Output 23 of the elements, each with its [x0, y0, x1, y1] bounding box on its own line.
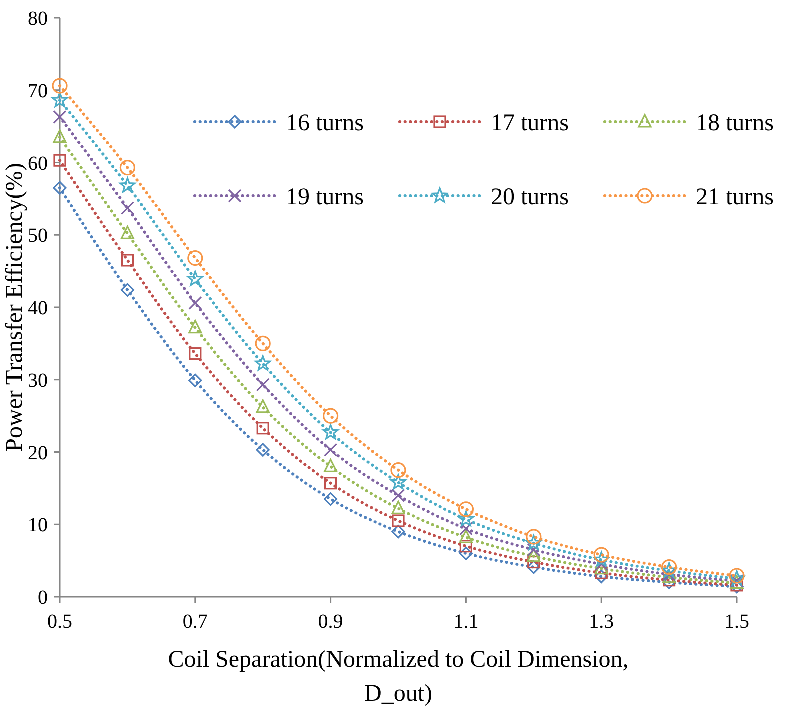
x-tick-label: 1.3: [589, 611, 614, 633]
y-tick-label: 30: [28, 370, 48, 392]
legend-label: 20 turns: [491, 184, 569, 210]
y-tick-label: 40: [28, 298, 48, 320]
x-tick-label: 0.7: [182, 611, 208, 633]
x-tick-label: 0.9: [318, 611, 344, 633]
y-tick-label: 70: [28, 80, 48, 102]
y-tick-label: 80: [28, 8, 48, 30]
x-tick-label: 1.5: [724, 611, 750, 633]
legend-label: 19 turns: [286, 184, 364, 210]
x-tick-label: 0.5: [48, 611, 72, 633]
y-tick-label: 60: [28, 152, 48, 175]
legend-label: 16 turns: [286, 110, 364, 136]
y-tick-label: 50: [28, 225, 48, 248]
x-axis-title: Coil Separation(Normalized to Coil Dimension, D_out): [168, 647, 629, 707]
y-tick-label: 20: [28, 442, 48, 464]
x-tick-label: 1.1: [454, 611, 479, 633]
legend-label: 18 turns: [696, 110, 774, 136]
y-tick-label: 0: [38, 587, 48, 609]
y-axis-title: Power Transfer Efficiency(%): [2, 163, 28, 452]
y-tick-label: 10: [28, 514, 48, 537]
legend-label: 21 turns: [696, 184, 774, 210]
legend-label: 17 turns: [491, 110, 569, 136]
